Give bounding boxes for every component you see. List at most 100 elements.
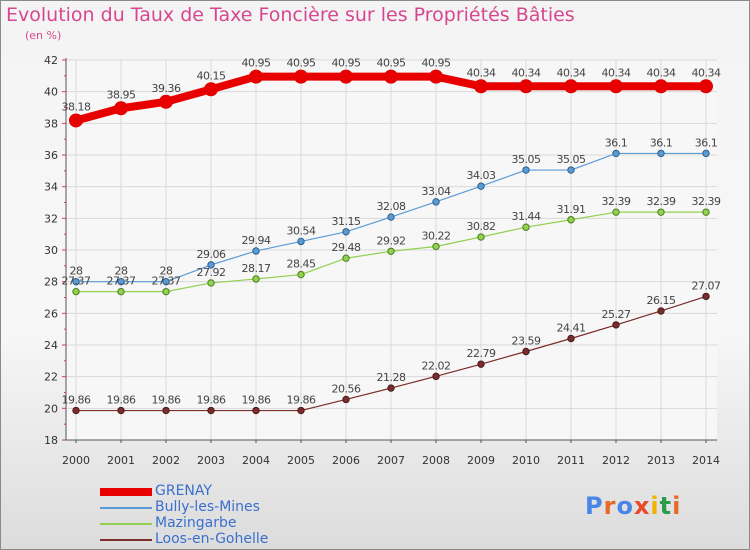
data-label-loos-en-gohelle: 26.15	[647, 294, 676, 307]
data-label-grenay: 40.34	[602, 66, 631, 79]
logo-letter: t	[659, 492, 673, 520]
data-label-grenay: 40.34	[557, 66, 586, 79]
data-label-grenay: 40.95	[242, 57, 271, 70]
data-point-loos-en-gohelle	[342, 395, 350, 404]
data-label-loos-en-gohelle: 21.28	[377, 371, 406, 384]
data-label-grenay: 40.34	[692, 66, 721, 79]
x-tick-label: 2008	[422, 454, 450, 467]
data-point-grenay	[384, 69, 398, 84]
data-point-mazingarbe	[477, 233, 485, 241]
y-tick-label: 32	[44, 212, 58, 225]
data-label-bully-les-mines: 28	[160, 265, 173, 278]
x-tick-label: 2005	[287, 454, 315, 467]
data-point-grenay	[294, 69, 308, 84]
data-point-loos-en-gohelle	[702, 292, 710, 301]
data-point-loos-en-gohelle	[567, 334, 575, 343]
data-point-bully-les-mines	[657, 149, 665, 158]
data-label-mazingarbe: 28.45	[287, 258, 316, 271]
legend-label-grenay: GRENAY	[155, 483, 212, 499]
data-label-grenay: 40.95	[332, 57, 361, 70]
data-label-loos-en-gohelle: 19.86	[242, 394, 271, 407]
data-point-mazingarbe	[297, 270, 305, 279]
x-tick-label: 2007	[377, 454, 405, 467]
data-point-bully-les-mines	[702, 149, 710, 158]
data-label-grenay: 40.95	[422, 57, 451, 70]
data-point-loos-en-gohelle	[252, 406, 260, 415]
x-tick-label: 2001	[107, 454, 135, 467]
data-label-loos-en-gohelle: 22.79	[467, 347, 496, 360]
x-tick-label: 2000	[62, 454, 90, 467]
data-label-grenay: 40.15	[197, 69, 226, 82]
data-label-loos-en-gohelle: 22.02	[422, 359, 451, 372]
logo-letter: o	[616, 492, 634, 520]
logo-letter: r	[603, 492, 617, 520]
data-label-loos-en-gohelle: 23.59	[512, 334, 541, 347]
y-tick-label: 34	[44, 181, 58, 194]
data-label-bully-les-mines: 33.04	[422, 185, 451, 198]
data-point-mazingarbe	[432, 242, 440, 251]
data-label-bully-les-mines: 34.03	[467, 169, 496, 182]
y-tick-label: 18	[44, 434, 58, 447]
y-tick-label: 24	[44, 339, 58, 352]
data-label-bully-les-mines: 36.1	[605, 136, 628, 149]
y-tick-label: 20	[44, 402, 58, 415]
data-label-mazingarbe: 27.37	[107, 275, 136, 288]
proxiti-logo: Proxiti	[585, 492, 681, 520]
data-label-mazingarbe: 32.39	[647, 195, 676, 208]
data-point-mazingarbe	[567, 216, 575, 224]
data-point-mazingarbe	[207, 279, 215, 287]
logo-letter: P	[585, 492, 604, 520]
data-label-grenay: 40.34	[467, 66, 496, 79]
x-tick-label: 2009	[467, 454, 495, 467]
data-point-grenay	[159, 94, 173, 109]
data-point-loos-en-gohelle	[72, 406, 80, 415]
data-point-loos-en-gohelle	[432, 372, 440, 381]
y-tick-label: 26	[44, 307, 58, 320]
y-tick-label: 42	[44, 54, 58, 67]
legend-label-loos-en-gohelle: Loos-en-Gohelle	[155, 531, 269, 547]
data-point-bully-les-mines	[387, 213, 395, 221]
logo-letter: x	[633, 492, 651, 520]
data-point-grenay	[519, 79, 533, 94]
data-point-mazingarbe	[657, 208, 665, 216]
data-point-loos-en-gohelle	[297, 406, 305, 415]
data-point-grenay	[609, 79, 623, 94]
data-point-bully-les-mines	[162, 277, 170, 286]
data-point-loos-en-gohelle	[657, 307, 665, 315]
data-label-loos-en-gohelle: 27.07	[692, 279, 721, 292]
legend-label-mazingarbe: Mazingarbe	[155, 515, 237, 531]
data-label-bully-les-mines: 30.54	[287, 224, 316, 237]
data-point-loos-en-gohelle	[387, 384, 395, 392]
data-label-mazingarbe: 29.92	[377, 234, 406, 247]
data-label-bully-les-mines: 28	[115, 265, 128, 278]
x-tick-label: 2006	[332, 454, 360, 467]
data-label-bully-les-mines: 36.1	[695, 136, 718, 149]
data-label-bully-les-mines: 35.05	[557, 153, 586, 166]
data-label-loos-en-gohelle: 19.86	[197, 394, 226, 407]
chart-title: Evolution du Taux de Taxe Foncière sur l…	[6, 4, 575, 26]
data-label-grenay: 40.34	[647, 66, 676, 79]
data-label-mazingarbe: 32.39	[602, 195, 631, 208]
x-tick-label: 2002	[152, 454, 180, 467]
data-point-mazingarbe	[612, 208, 620, 216]
data-point-bully-les-mines	[477, 182, 485, 190]
data-point-loos-en-gohelle	[522, 347, 530, 356]
data-label-bully-les-mines: 31.15	[332, 215, 361, 228]
data-label-mazingarbe: 32.39	[692, 195, 721, 208]
x-tick-label: 2010	[512, 454, 540, 467]
data-label-mazingarbe: 31.44	[512, 210, 541, 223]
data-point-bully-les-mines	[207, 261, 215, 269]
data-label-loos-en-gohelle: 19.86	[287, 394, 316, 407]
data-point-grenay	[429, 69, 443, 84]
x-tick-label: 2011	[557, 454, 585, 467]
data-label-bully-les-mines: 29.06	[197, 248, 226, 261]
unit-label: (en %)	[25, 29, 62, 42]
data-label-mazingarbe: 27.92	[197, 266, 226, 279]
data-point-mazingarbe	[522, 223, 530, 231]
data-point-bully-les-mines	[567, 166, 575, 174]
data-point-grenay	[114, 101, 128, 116]
data-label-bully-les-mines: 36.1	[650, 136, 673, 149]
data-label-bully-les-mines: 28	[70, 265, 83, 278]
x-tick-label: 2012	[602, 454, 630, 467]
data-label-grenay: 40.95	[287, 57, 316, 70]
